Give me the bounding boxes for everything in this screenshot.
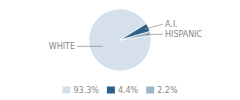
chart: WHITE A.I.HISPANIC 93.3% 4.4% 2.2% (0, 0, 240, 100)
slice-label: A.I. (165, 20, 178, 29)
legend-swatch (107, 87, 115, 94)
legend-label: 4.4% (118, 86, 139, 95)
legend-item: 2.2% (146, 86, 178, 95)
legend-swatch (146, 87, 154, 94)
legend-swatch (62, 87, 70, 94)
pie-slice (120, 31, 151, 40)
slice-label: WHITE (49, 42, 75, 51)
legend-label: 93.3% (73, 86, 99, 95)
slice-labels: WHITE A.I.HISPANIC (49, 20, 203, 51)
leader-line (77, 46, 103, 47)
leader-line (144, 24, 163, 29)
slices (89, 9, 151, 71)
legend-item: 4.4% (107, 86, 139, 95)
legend-label: 2.2% (157, 86, 178, 95)
leader-line (146, 34, 163, 35)
pie-slice (120, 24, 150, 40)
legend-item: 93.3% (62, 86, 99, 95)
slice-label: HISPANIC (165, 30, 203, 39)
legend: 93.3% 4.4% 2.2% (62, 86, 177, 95)
pie-slice (89, 9, 151, 71)
